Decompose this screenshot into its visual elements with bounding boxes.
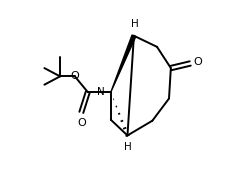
Text: O: O <box>77 118 86 128</box>
Text: O: O <box>70 71 79 81</box>
Polygon shape <box>111 35 136 92</box>
Text: N: N <box>97 87 105 97</box>
Text: O: O <box>194 57 203 67</box>
Text: H: H <box>124 142 131 153</box>
Text: H: H <box>131 19 139 29</box>
